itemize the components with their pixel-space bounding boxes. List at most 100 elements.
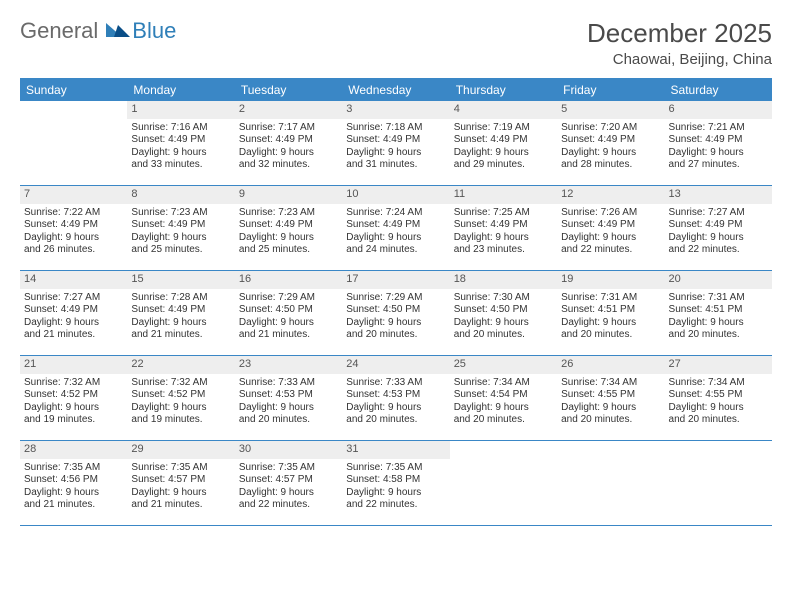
day-number: 9 bbox=[235, 186, 342, 204]
daylight-text: Daylight: 9 hours bbox=[669, 317, 768, 330]
daylight-text: and 19 minutes. bbox=[131, 414, 230, 427]
day-cell: 22Sunrise: 7:32 AMSunset: 4:52 PMDayligh… bbox=[127, 356, 234, 440]
sunrise-text: Sunrise: 7:24 AM bbox=[346, 207, 445, 220]
day-number: 6 bbox=[665, 101, 772, 119]
logo-word-2: Blue bbox=[132, 18, 176, 44]
sunset-text: Sunset: 4:49 PM bbox=[454, 219, 553, 232]
daylight-text: Daylight: 9 hours bbox=[669, 402, 768, 415]
location-subtitle: Chaowai, Beijing, China bbox=[587, 51, 772, 68]
sunrise-text: Sunrise: 7:32 AM bbox=[131, 377, 230, 390]
daylight-text: and 20 minutes. bbox=[669, 414, 768, 427]
day-cell: 27Sunrise: 7:34 AMSunset: 4:55 PMDayligh… bbox=[665, 356, 772, 440]
day-cell: 17Sunrise: 7:29 AMSunset: 4:50 PMDayligh… bbox=[342, 271, 449, 355]
sunset-text: Sunset: 4:49 PM bbox=[346, 219, 445, 232]
day-cell: 1Sunrise: 7:16 AMSunset: 4:49 PMDaylight… bbox=[127, 101, 234, 185]
daylight-text: Daylight: 9 hours bbox=[239, 317, 338, 330]
daylight-text: Daylight: 9 hours bbox=[669, 232, 768, 245]
day-number: 25 bbox=[450, 356, 557, 374]
sunrise-text: Sunrise: 7:21 AM bbox=[669, 122, 768, 135]
sunset-text: Sunset: 4:50 PM bbox=[239, 304, 338, 317]
sunset-text: Sunset: 4:49 PM bbox=[131, 134, 230, 147]
weekday-header: Tuesday bbox=[235, 80, 342, 101]
header: General Blue December 2025 Chaowai, Beij… bbox=[20, 18, 772, 68]
day-number: 3 bbox=[342, 101, 449, 119]
sunrise-text: Sunrise: 7:30 AM bbox=[454, 292, 553, 305]
day-number: 15 bbox=[127, 271, 234, 289]
daylight-text: and 27 minutes. bbox=[669, 159, 768, 172]
weekday-header: Friday bbox=[557, 80, 664, 101]
sunset-text: Sunset: 4:55 PM bbox=[561, 389, 660, 402]
daylight-text: and 20 minutes. bbox=[454, 329, 553, 342]
sunrise-text: Sunrise: 7:34 AM bbox=[669, 377, 768, 390]
sunrise-text: Sunrise: 7:28 AM bbox=[131, 292, 230, 305]
daylight-text: Daylight: 9 hours bbox=[239, 487, 338, 500]
sunrise-text: Sunrise: 7:27 AM bbox=[669, 207, 768, 220]
daylight-text: and 20 minutes. bbox=[346, 329, 445, 342]
daylight-text: and 25 minutes. bbox=[239, 244, 338, 257]
day-number: 12 bbox=[557, 186, 664, 204]
daylight-text: Daylight: 9 hours bbox=[346, 317, 445, 330]
daylight-text: Daylight: 9 hours bbox=[561, 317, 660, 330]
day-number: 5 bbox=[557, 101, 664, 119]
sunrise-text: Sunrise: 7:19 AM bbox=[454, 122, 553, 135]
day-cell: 29Sunrise: 7:35 AMSunset: 4:57 PMDayligh… bbox=[127, 441, 234, 525]
daylight-text: and 22 minutes. bbox=[239, 499, 338, 512]
sunrise-text: Sunrise: 7:17 AM bbox=[239, 122, 338, 135]
day-number: 29 bbox=[127, 441, 234, 459]
daylight-text: and 22 minutes. bbox=[346, 499, 445, 512]
sunset-text: Sunset: 4:52 PM bbox=[24, 389, 123, 402]
daylight-text: and 33 minutes. bbox=[131, 159, 230, 172]
weekday-header: Monday bbox=[127, 80, 234, 101]
daylight-text: and 22 minutes. bbox=[669, 244, 768, 257]
day-cell: 6Sunrise: 7:21 AMSunset: 4:49 PMDaylight… bbox=[665, 101, 772, 185]
daylight-text: and 21 minutes. bbox=[24, 499, 123, 512]
daylight-text: and 31 minutes. bbox=[346, 159, 445, 172]
sunset-text: Sunset: 4:49 PM bbox=[131, 304, 230, 317]
sunrise-text: Sunrise: 7:23 AM bbox=[131, 207, 230, 220]
sunset-text: Sunset: 4:58 PM bbox=[346, 474, 445, 487]
daylight-text: Daylight: 9 hours bbox=[346, 487, 445, 500]
week-row: 7Sunrise: 7:22 AMSunset: 4:49 PMDaylight… bbox=[20, 186, 772, 271]
daylight-text: Daylight: 9 hours bbox=[346, 147, 445, 160]
daylight-text: and 21 minutes. bbox=[24, 329, 123, 342]
weekday-header: Saturday bbox=[665, 80, 772, 101]
day-cell: 21Sunrise: 7:32 AMSunset: 4:52 PMDayligh… bbox=[20, 356, 127, 440]
sunrise-text: Sunrise: 7:32 AM bbox=[24, 377, 123, 390]
sunrise-text: Sunrise: 7:25 AM bbox=[454, 207, 553, 220]
day-cell: 4Sunrise: 7:19 AMSunset: 4:49 PMDaylight… bbox=[450, 101, 557, 185]
daylight-text: and 28 minutes. bbox=[561, 159, 660, 172]
day-number: 10 bbox=[342, 186, 449, 204]
sunrise-text: Sunrise: 7:35 AM bbox=[239, 462, 338, 475]
sunset-text: Sunset: 4:56 PM bbox=[24, 474, 123, 487]
sunrise-text: Sunrise: 7:34 AM bbox=[454, 377, 553, 390]
daylight-text: Daylight: 9 hours bbox=[454, 232, 553, 245]
day-number: 18 bbox=[450, 271, 557, 289]
day-number: 23 bbox=[235, 356, 342, 374]
day-number: 8 bbox=[127, 186, 234, 204]
day-cell: 3Sunrise: 7:18 AMSunset: 4:49 PMDaylight… bbox=[342, 101, 449, 185]
day-number: 2 bbox=[235, 101, 342, 119]
day-cell: 9Sunrise: 7:23 AMSunset: 4:49 PMDaylight… bbox=[235, 186, 342, 270]
day-number: 4 bbox=[450, 101, 557, 119]
day-cell: 18Sunrise: 7:30 AMSunset: 4:50 PMDayligh… bbox=[450, 271, 557, 355]
sunset-text: Sunset: 4:51 PM bbox=[669, 304, 768, 317]
day-cell: 26Sunrise: 7:34 AMSunset: 4:55 PMDayligh… bbox=[557, 356, 664, 440]
day-cell: 19Sunrise: 7:31 AMSunset: 4:51 PMDayligh… bbox=[557, 271, 664, 355]
daylight-text: and 23 minutes. bbox=[454, 244, 553, 257]
day-number: 31 bbox=[342, 441, 449, 459]
day-cell bbox=[665, 441, 772, 525]
daylight-text: and 20 minutes. bbox=[346, 414, 445, 427]
day-number: 27 bbox=[665, 356, 772, 374]
daylight-text: Daylight: 9 hours bbox=[346, 232, 445, 245]
daylight-text: and 25 minutes. bbox=[131, 244, 230, 257]
day-cell: 20Sunrise: 7:31 AMSunset: 4:51 PMDayligh… bbox=[665, 271, 772, 355]
daylight-text: and 24 minutes. bbox=[346, 244, 445, 257]
sunset-text: Sunset: 4:50 PM bbox=[454, 304, 553, 317]
daylight-text: and 22 minutes. bbox=[561, 244, 660, 257]
daylight-text: Daylight: 9 hours bbox=[131, 487, 230, 500]
daylight-text: Daylight: 9 hours bbox=[561, 232, 660, 245]
sunset-text: Sunset: 4:51 PM bbox=[561, 304, 660, 317]
daylight-text: Daylight: 9 hours bbox=[24, 317, 123, 330]
sunrise-text: Sunrise: 7:33 AM bbox=[239, 377, 338, 390]
daylight-text: and 20 minutes. bbox=[561, 414, 660, 427]
